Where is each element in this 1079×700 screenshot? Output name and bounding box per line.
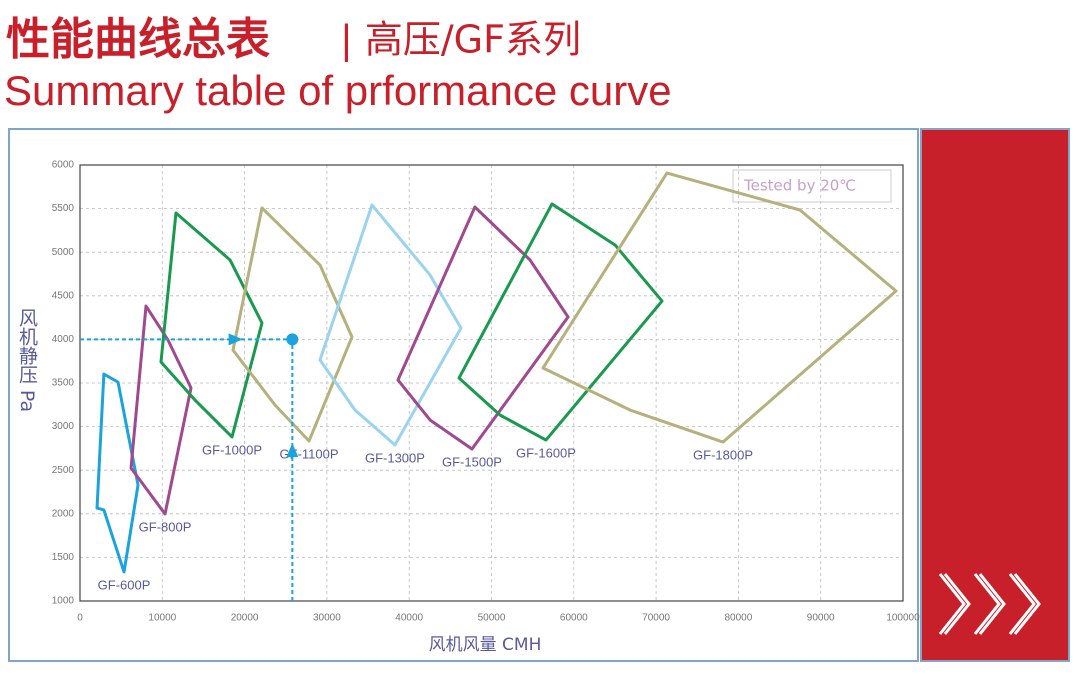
annotation-box — [732, 169, 892, 203]
series-label: GF-1300P — [365, 450, 425, 465]
performance-curve — [318, 203, 463, 447]
x-axis-label: 风机风量 CMH — [429, 635, 542, 655]
y-axis-label: 风机静压 Pa — [16, 308, 38, 412]
performance-curve — [541, 171, 898, 444]
arrowhead — [286, 443, 299, 458]
series-label: GF-1500P — [442, 454, 502, 469]
x-tick-label: 70000 — [642, 613, 670, 624]
y-tick-label: 5500 — [52, 203, 75, 214]
x-tick-label: 20000 — [231, 613, 259, 624]
y-tick-label: 3000 — [52, 421, 75, 432]
y-tick-label: 2500 — [52, 465, 75, 476]
chart-subtitle: Summary table of prformance curve — [4, 67, 672, 114]
series-label: GF-800P — [139, 519, 192, 534]
x-tick-label: 30000 — [313, 613, 341, 624]
series-label: GF-1000P — [202, 442, 262, 457]
y-tick-label: 5000 — [52, 247, 75, 258]
highlight-point — [286, 333, 299, 346]
chart-title-series: | 高压/GF系列 — [340, 18, 581, 63]
y-tick-label: 1000 — [52, 596, 75, 607]
plot-border — [79, 164, 904, 602]
y-tick-label: 1500 — [52, 552, 75, 563]
x-tick-label: 90000 — [807, 613, 835, 624]
series-label: GF-1600P — [516, 445, 576, 460]
performance-curve — [396, 205, 570, 451]
x-tick-label: 50000 — [478, 613, 506, 624]
y-tick-label: 4000 — [52, 334, 75, 345]
chart-frame — [8, 128, 919, 662]
y-tick-label: 3500 — [52, 378, 75, 389]
x-tick-label: 80000 — [724, 613, 752, 624]
y-tick-label: 2000 — [52, 508, 75, 519]
performance-curve — [95, 372, 140, 574]
x-tick-label: 40000 — [395, 613, 423, 624]
performance-curve — [231, 206, 354, 443]
x-tick-label: 100000 — [886, 613, 920, 624]
y-tick-label: 6000 — [52, 160, 75, 171]
arrowhead — [228, 333, 243, 346]
x-tick-label: 60000 — [560, 613, 588, 624]
x-tick-label: 0 — [77, 613, 83, 624]
annotation: Tested by 20℃ — [743, 177, 856, 195]
performance-curve — [159, 211, 264, 439]
x-tick-label: 10000 — [148, 613, 176, 624]
chart-title: 性能曲线总表 — [6, 14, 270, 65]
performance-curve — [457, 202, 664, 442]
y-tick-label: 4500 — [52, 290, 75, 301]
series-label: GF-600P — [98, 577, 151, 592]
series-label: GF-1800P — [693, 447, 753, 462]
chevrons — [938, 573, 1041, 635]
side-panel — [920, 128, 1070, 662]
